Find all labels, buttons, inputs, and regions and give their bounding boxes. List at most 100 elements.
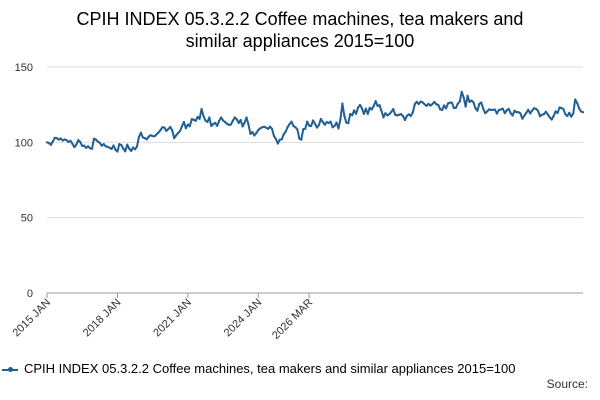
data-point	[529, 112, 532, 115]
data-point	[220, 116, 223, 119]
data-point	[161, 126, 164, 129]
data-point	[79, 140, 82, 144]
data-point	[448, 101, 452, 104]
y-tick-label: 150	[15, 62, 33, 74]
data-point	[315, 126, 319, 129]
data-point	[235, 118, 238, 121]
data-point	[531, 109, 534, 112]
data-point	[112, 144, 115, 147]
data-point	[118, 143, 121, 146]
data-point	[548, 116, 551, 119]
data-point	[243, 121, 246, 124]
data-point	[488, 108, 491, 111]
data-point	[437, 103, 440, 107]
data-point	[511, 114, 514, 117]
data-point	[255, 132, 258, 135]
data-point	[75, 143, 78, 146]
y-tick-label: 50	[21, 213, 33, 225]
data-point	[270, 127, 274, 130]
data-point	[558, 106, 561, 109]
data-point	[452, 106, 455, 110]
data-point	[538, 115, 542, 118]
data-point	[509, 112, 512, 115]
x-tick-label: 2018 JAN	[81, 297, 124, 340]
data-point	[374, 100, 377, 103]
data-point	[290, 120, 293, 123]
data-point	[441, 108, 444, 112]
data-point	[157, 131, 160, 134]
data-point	[472, 101, 475, 104]
data-point	[456, 102, 459, 105]
data-point	[399, 113, 403, 116]
data-point	[45, 141, 49, 144]
data-point	[407, 113, 410, 116]
data-point	[401, 115, 405, 118]
data-point	[339, 118, 342, 121]
data-point	[327, 121, 330, 124]
data-point	[233, 116, 236, 119]
data-point	[454, 106, 457, 109]
data-point	[57, 138, 60, 141]
chart-title-line-2: similar appliances 2015=100	[185, 31, 415, 51]
data-point	[120, 143, 123, 147]
data-point	[323, 123, 326, 126]
data-point	[577, 107, 581, 110]
data-point	[515, 111, 518, 114]
data-point	[102, 143, 105, 146]
data-point	[288, 123, 291, 126]
data-point	[178, 129, 182, 133]
data-point	[519, 112, 522, 115]
data-point	[491, 108, 495, 111]
data-point	[206, 120, 209, 124]
data-point	[370, 108, 373, 111]
data-point	[47, 141, 51, 145]
data-point	[51, 140, 54, 143]
data-point	[427, 102, 430, 106]
data-point	[86, 145, 90, 148]
data-point	[284, 130, 287, 133]
data-point	[386, 114, 389, 117]
data-point	[88, 147, 92, 150]
data-point	[71, 142, 74, 145]
data-point	[53, 136, 56, 139]
data-point	[173, 137, 176, 140]
data-point	[409, 114, 412, 118]
data-point	[444, 107, 448, 110]
data-point	[69, 139, 72, 142]
data-point	[114, 148, 117, 151]
data-point	[331, 126, 334, 129]
data-point	[343, 114, 346, 117]
data-point	[552, 114, 555, 118]
data-point	[329, 120, 332, 123]
data-point	[540, 113, 544, 116]
data-point	[368, 106, 371, 109]
data-point	[572, 112, 575, 115]
source-label: Source:	[546, 377, 588, 391]
data-point	[501, 107, 504, 110]
data-point	[394, 113, 397, 116]
data-point	[196, 115, 199, 119]
data-point	[576, 101, 579, 104]
data-point	[497, 108, 500, 112]
data-point	[311, 119, 315, 122]
data-point	[462, 96, 465, 99]
x-tick-label: 2024 JAN	[222, 297, 265, 340]
data-point	[229, 123, 232, 126]
data-point	[92, 137, 96, 140]
data-point	[388, 113, 391, 116]
data-point	[83, 144, 86, 147]
data-point	[280, 138, 283, 141]
legend-series-label: CPIH INDEX 05.3.2.2 Coffee machines, tea…	[24, 361, 516, 376]
x-axis: 2015 JAN 2018 JAN 2021 JAN 2024 JAN 2026 MAR	[10, 292, 583, 342]
data-point	[221, 119, 225, 122]
data-point	[104, 145, 107, 148]
data-point	[474, 107, 477, 110]
data-point	[353, 109, 356, 112]
data-point	[482, 107, 485, 110]
data-point	[175, 134, 178, 137]
data-point	[81, 144, 84, 148]
x-tick-label: 2015 JAN	[10, 297, 53, 340]
data-point	[380, 109, 383, 113]
data-point	[96, 140, 99, 143]
data-point	[108, 146, 111, 149]
